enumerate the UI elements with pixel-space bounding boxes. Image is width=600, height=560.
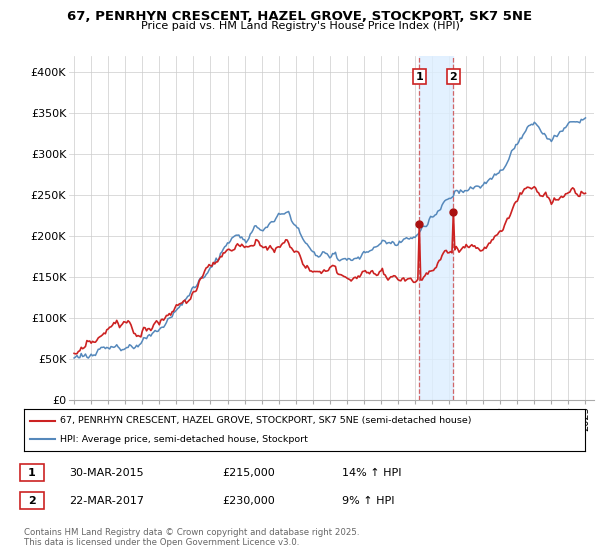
Text: 30-MAR-2015: 30-MAR-2015 — [69, 468, 143, 478]
Text: 67, PENRHYN CRESCENT, HAZEL GROVE, STOCKPORT, SK7 5NE: 67, PENRHYN CRESCENT, HAZEL GROVE, STOCK… — [67, 10, 533, 23]
Text: £230,000: £230,000 — [222, 496, 275, 506]
Text: 22-MAR-2017: 22-MAR-2017 — [69, 496, 144, 506]
Text: Price paid vs. HM Land Registry's House Price Index (HPI): Price paid vs. HM Land Registry's House … — [140, 21, 460, 31]
Text: HPI: Average price, semi-detached house, Stockport: HPI: Average price, semi-detached house,… — [61, 435, 308, 444]
Text: Contains HM Land Registry data © Crown copyright and database right 2025.
This d: Contains HM Land Registry data © Crown c… — [24, 528, 359, 547]
Text: 1: 1 — [28, 468, 35, 478]
Text: 67, PENRHYN CRESCENT, HAZEL GROVE, STOCKPORT, SK7 5NE (semi-detached house): 67, PENRHYN CRESCENT, HAZEL GROVE, STOCK… — [61, 416, 472, 425]
Text: 2: 2 — [449, 72, 457, 82]
Text: 9% ↑ HPI: 9% ↑ HPI — [342, 496, 395, 506]
Text: 14% ↑ HPI: 14% ↑ HPI — [342, 468, 401, 478]
Text: 1: 1 — [415, 72, 423, 82]
Bar — [419, 56, 454, 400]
Text: 2: 2 — [28, 496, 35, 506]
Text: £215,000: £215,000 — [222, 468, 275, 478]
